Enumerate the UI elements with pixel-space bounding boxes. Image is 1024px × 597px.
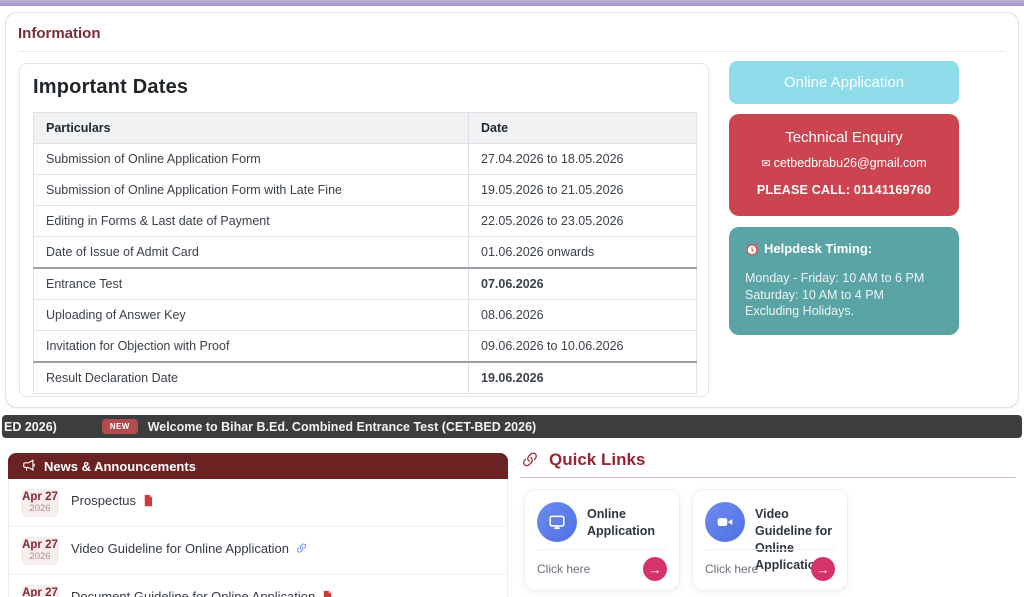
information-title: Information [18,25,101,42]
particulars-cell: Entrance Test [33,267,469,300]
helpdesk-card: Helpdesk Timing: Monday - Friday: 10 AM … [729,227,959,335]
particulars-cell: Editing in Forms & Last date of Payment [33,205,469,237]
date-cell: 08.06.2026 [468,299,697,331]
news-list: Apr 27 2026 Prospectus Apr 27 2026 Video G… [8,479,508,597]
table-row: Editing in Forms & Last date of Payment … [33,205,697,237]
news-ticker: ED 2026) NEW Welcome to Bihar B.Ed. Comb… [2,415,1022,438]
important-dates-title: Important Dates [33,76,189,98]
divider [520,477,1016,478]
date-cell: 19.06.2026 [468,361,697,394]
arrow-button[interactable]: → [811,557,835,581]
table-row: Submission of Online Application Form wi… [33,174,697,206]
monitor-icon [537,502,577,542]
email-link[interactable]: ✉ cetbedbrabu26@gmail.com [761,156,927,170]
date-cell: 01.06.2026 onwards [468,236,697,269]
new-badge: NEW [101,419,138,434]
important-dates-card: Important Dates Particulars Date Submiss… [19,63,709,397]
news-announcements-header: News & Announcements [8,453,508,479]
table-row: Result Declaration Date 19.06.2026 [33,361,697,394]
phone-call-text: PLEASE CALL: 01141169760 [756,183,932,197]
particulars-cell: Submission of Online Application Form wi… [33,174,469,206]
pdf-icon[interactable] [321,590,333,597]
news-link[interactable]: Document Guideline for Online Applicatio… [71,585,333,597]
megaphone-icon [23,459,35,471]
technical-enquiry-title: Technical Enquiry [785,129,903,146]
pdf-icon[interactable] [142,494,154,507]
quick-links-title: Quick Links [549,450,646,469]
ticker-message[interactable]: Welcome to Bihar B.Ed. Combined Entrance… [147,419,537,434]
quick-links-header: Quick Links [520,450,645,470]
news-announcements-title: News & Announcements [44,458,196,474]
particulars-cell: Submission of Online Application Form [33,143,469,175]
link-icon [523,452,537,467]
helpdesk-line: Saturday: 10 AM to 4 PM [745,287,884,302]
table-row: Invitation for Objection with Proof 09.0… [33,330,697,363]
news-link[interactable]: Prospectus [71,489,154,508]
date-header: Date [468,112,697,144]
divider [18,51,1006,52]
technical-enquiry-card: Technical Enquiry ✉ cetbedbrabu26@gmail.c… [729,114,959,216]
quick-link-card-video-guideline[interactable]: Video Guideline for Online Application C… [692,489,848,591]
table-row: Uploading of Answer Key 08.06.2026 [33,299,697,331]
helpdesk-title: Helpdesk Timing: [745,241,943,256]
table-row: Date of Issue of Admit Card 01.06.2026 o… [33,236,697,269]
quick-link-label: Online Application [587,507,656,538]
table-row: Submission of Online Application Form 27… [33,143,697,175]
quick-link-label: Video Guideline for Online Application [755,507,833,572]
date-cell: 07.06.2026 [468,267,697,300]
news-item: Apr 27 2026 Prospectus [9,479,507,526]
quick-link-card-online-application[interactable]: Online Application Click here → [524,489,680,591]
click-here-link[interactable]: Click here [537,562,591,576]
email-icon: ✉ [761,158,771,170]
news-item: Apr 27 2026 Video Guideline for Online Ap… [9,526,507,574]
ticker-partial-text: ED 2026) [4,419,57,434]
date-cell: 19.05.2026 to 21.05.2026 [468,174,697,206]
information-panel: Information Important Dates Particulars … [5,12,1019,408]
online-application-button-label: Online Application [783,74,905,91]
particulars-cell: Date of Issue of Admit Card [33,236,469,269]
online-application-button[interactable]: Online Application [729,61,959,104]
particulars-cell: Uploading of Answer Key [33,299,469,331]
alarm-clock-icon [746,242,758,255]
table-header-row: Particulars Date [33,112,697,144]
date-cell: 09.06.2026 to 10.06.2026 [468,330,697,363]
news-link[interactable]: Video Guideline for Online Application [71,537,308,556]
helpdesk-line: Monday - Friday: 10 AM to 6 PM [745,271,925,285]
important-dates-table: Particulars Date Submission of Online Ap… [33,112,697,394]
helpdesk-hours: Monday - Friday: 10 AM to 6 PM Saturday:… [745,270,943,320]
arrow-button[interactable]: → [643,557,667,581]
particulars-cell: Invitation for Objection with Proof [33,330,469,363]
helpdesk-line: Excluding Holidays. [745,304,855,318]
click-here-link[interactable]: Click here [705,562,759,576]
date-cell: 22.05.2026 to 23.05.2026 [468,205,697,237]
video-camera-icon [705,502,745,542]
particulars-header: Particulars [33,112,469,144]
top-accent-bar [0,0,1024,6]
table-row: Entrance Test 07.06.2026 [33,267,697,300]
particulars-cell: Result Declaration Date [33,361,469,394]
date-cell: 27.04.2026 to 18.05.2026 [468,143,697,175]
link-icon[interactable] [295,542,308,555]
